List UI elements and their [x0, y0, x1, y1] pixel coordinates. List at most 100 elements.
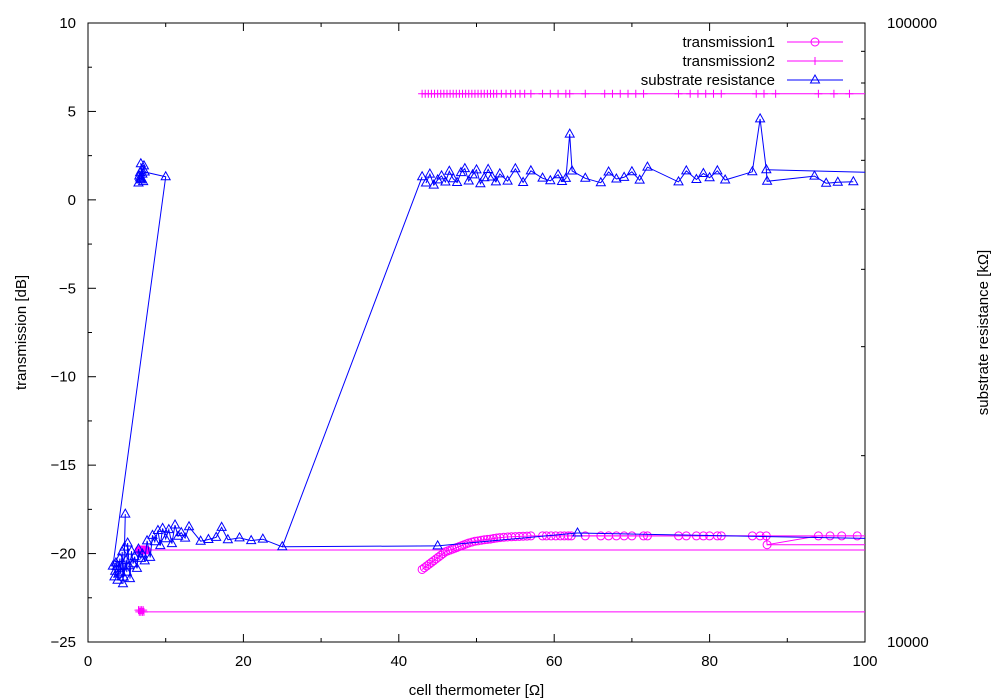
- y-tick-label: −5: [59, 280, 76, 297]
- data-point: [639, 531, 649, 541]
- data-point: [482, 163, 494, 173]
- data-point: [475, 177, 486, 188]
- data-point: [123, 559, 135, 570]
- data-point: [680, 164, 692, 175]
- data-point: [245, 534, 257, 545]
- data-point: [416, 170, 428, 181]
- data-point: [179, 532, 191, 542]
- data-point: [482, 534, 492, 544]
- data-point: [502, 175, 513, 185]
- data-point: [131, 562, 143, 572]
- data-point: [113, 562, 125, 573]
- data-point: [717, 89, 726, 98]
- data-point: [494, 167, 506, 178]
- data-point: [829, 89, 838, 98]
- data-point: [691, 531, 701, 541]
- data-point: [149, 535, 161, 546]
- data-point: [762, 540, 772, 550]
- y2-tick-label: 100000: [887, 15, 937, 32]
- data-point: [139, 166, 151, 176]
- data-point: [137, 548, 148, 558]
- data-point: [126, 545, 137, 555]
- y-axis-label: transmission [dB]: [13, 275, 30, 390]
- data-point: [517, 176, 529, 186]
- data-point: [139, 607, 148, 616]
- data-point: [752, 89, 761, 98]
- data-point: [624, 89, 633, 98]
- data-point: [852, 531, 862, 541]
- data-point: [492, 533, 502, 543]
- data-point: [479, 535, 489, 545]
- data-point: [526, 89, 535, 98]
- data-point: [760, 163, 772, 174]
- data-point: [616, 89, 625, 98]
- data-point: [809, 170, 820, 180]
- series-segment: [577, 532, 866, 539]
- data-point: [642, 161, 653, 171]
- data-point: [554, 89, 563, 98]
- legend: transmission1 transmission2 substrate resi…: [641, 34, 843, 89]
- data-point: [473, 536, 483, 546]
- legend-marker: [809, 73, 821, 84]
- data-point: [686, 89, 695, 98]
- data-point: [579, 172, 591, 182]
- data-point: [432, 539, 444, 550]
- legend-label: substrate resistance: [641, 72, 775, 89]
- data-point: [832, 176, 844, 186]
- data-point: [440, 175, 451, 186]
- y-tick-label: 10: [59, 15, 76, 32]
- data-point: [537, 172, 548, 182]
- data-point: [119, 508, 131, 518]
- data-point: [572, 526, 583, 537]
- data-point: [117, 577, 129, 588]
- data-point: [618, 171, 630, 181]
- data-point: [681, 531, 691, 541]
- data-point: [160, 532, 172, 543]
- data-point: [813, 531, 823, 541]
- data-point: [509, 162, 521, 173]
- data-point: [121, 566, 133, 576]
- plot-frame: [87, 22, 866, 643]
- data-point: [467, 168, 478, 179]
- data-point: [116, 545, 128, 556]
- data-point: [698, 167, 709, 178]
- data-point: [526, 531, 536, 541]
- y2-tick-label: 10000: [887, 634, 929, 651]
- y-tick-label: −15: [51, 457, 76, 474]
- legend-marker: [810, 37, 820, 47]
- data-point: [546, 89, 555, 98]
- data-point: [436, 169, 447, 180]
- data-point: [122, 537, 133, 547]
- data-point: [600, 89, 609, 98]
- data-point: [825, 531, 835, 541]
- series-segment: [437, 532, 578, 547]
- data-point: [486, 170, 498, 181]
- data-point: [463, 175, 475, 185]
- data-point: [544, 174, 556, 185]
- y-tick-label: −25: [51, 634, 76, 651]
- x-tick-label: 20: [235, 653, 252, 670]
- data-point: [837, 531, 847, 541]
- data-point: [627, 531, 637, 541]
- data-point: [118, 571, 130, 581]
- series-transmission1: [134, 531, 865, 574]
- series-line: [112, 162, 423, 584]
- data-point: [136, 172, 147, 183]
- data-point: [754, 112, 766, 123]
- data-point: [222, 533, 234, 544]
- legend-label: transmission2: [682, 53, 775, 70]
- data-point: [719, 173, 731, 184]
- data-point: [538, 89, 547, 98]
- data-point: [746, 165, 758, 176]
- data-point: [129, 550, 140, 561]
- y-tick-label: 5: [68, 103, 76, 120]
- tick-labels: 0 20 40 60 80 100 10 5 0 −5 −10 −15 −20 −25 100000 1000…: [51, 15, 938, 670]
- data-point: [639, 89, 648, 98]
- data-point: [490, 175, 502, 186]
- data-point: [424, 168, 436, 178]
- data-point: [154, 539, 166, 550]
- data-point: [563, 531, 573, 541]
- series-substrate-resistance: [107, 112, 866, 588]
- data-point: [565, 89, 574, 98]
